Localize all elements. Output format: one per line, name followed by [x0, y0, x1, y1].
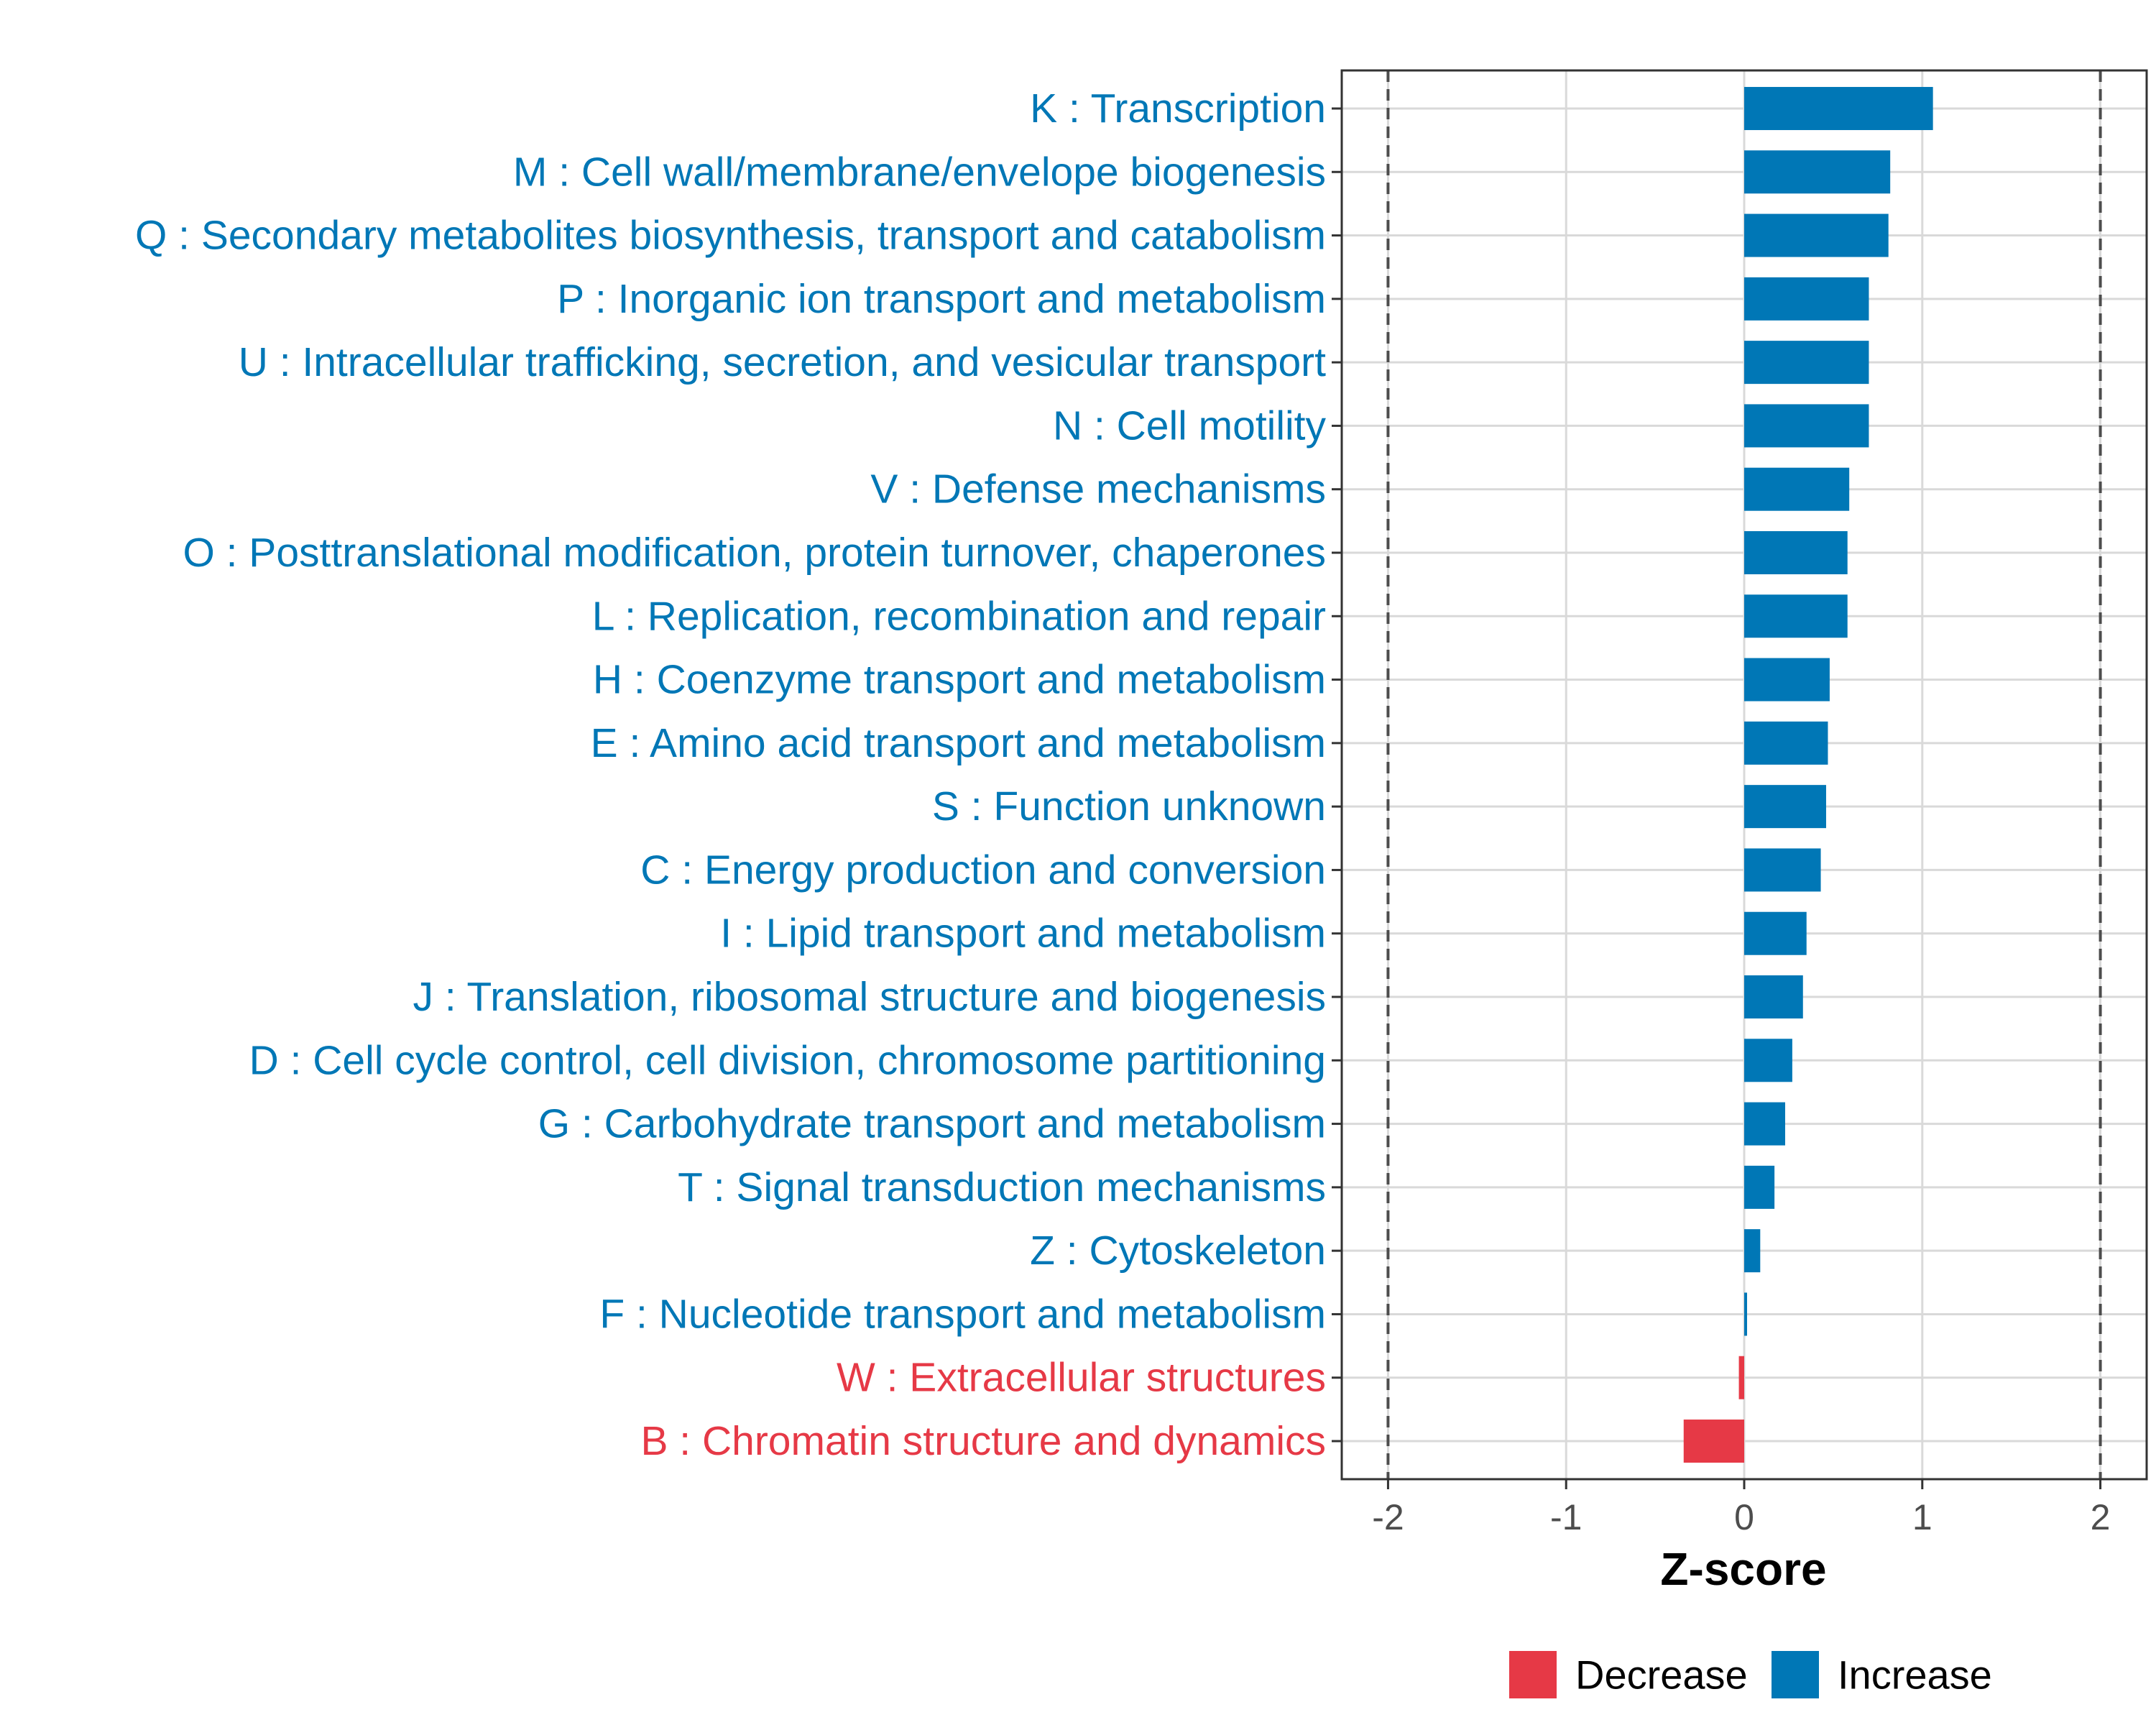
bar-k: [1744, 86, 1933, 130]
bar-t: [1744, 1165, 1775, 1209]
bars: [1683, 86, 1933, 1463]
category-label: O : Posttranslational modification, prot…: [183, 530, 1326, 576]
category-label: C : Energy production and conversion: [640, 847, 1326, 893]
category-label: T : Signal transduction mechanisms: [678, 1164, 1326, 1210]
reference-lines: [1386, 70, 2102, 1479]
category-label: L : Replication, recombination and repai…: [592, 593, 1326, 639]
category-label: H : Coenzyme transport and metabolism: [593, 657, 1326, 703]
category-label: S : Function unknown: [932, 783, 1326, 829]
bar-i: [1744, 911, 1807, 955]
bar-m: [1744, 150, 1891, 194]
category-label: Z : Cytoskeleton: [1030, 1228, 1326, 1274]
legend-swatch: [1509, 1651, 1557, 1698]
x-tick-label: -1: [1550, 1497, 1582, 1537]
legend-label: Increase: [1838, 1652, 1992, 1698]
x-tick-label: 2: [2091, 1497, 2111, 1537]
y-axis-ticks: [1332, 107, 1342, 1443]
legend-label: Decrease: [1575, 1652, 1748, 1698]
bar-n: [1744, 404, 1869, 448]
bar-o: [1744, 530, 1848, 574]
bar-c: [1744, 848, 1821, 892]
bar-j: [1744, 975, 1803, 1019]
bar-q: [1744, 213, 1889, 257]
bar-b: [1683, 1420, 1744, 1463]
category-label: E : Amino acid transport and metabolism: [591, 720, 1326, 766]
x-axis-ticks: -2 -1 0 1 2: [1372, 1479, 2110, 1537]
bar-f: [1744, 1292, 1747, 1336]
category-label: D : Cell cycle control, cell division, c…: [249, 1037, 1326, 1083]
bar-e: [1744, 721, 1828, 765]
category-label: W : Extracellular structures: [837, 1355, 1326, 1401]
bar-p: [1744, 277, 1869, 321]
x-tick-label: 0: [1734, 1497, 1754, 1537]
bar-z: [1744, 1229, 1761, 1273]
bar-v: [1744, 467, 1850, 511]
bar-h: [1744, 658, 1830, 702]
bar-g: [1744, 1102, 1785, 1146]
bar-d: [1744, 1039, 1792, 1082]
category-label: K : Transcription: [1030, 86, 1326, 132]
category-label: F : Nucleotide transport and metabolism: [599, 1291, 1326, 1337]
category-label: B : Chromatin structure and dynamics: [640, 1418, 1326, 1464]
bar-w: [1738, 1356, 1744, 1399]
x-tick-label: -2: [1372, 1497, 1404, 1537]
category-label: V : Defense mechanisms: [870, 466, 1326, 512]
category-label: U : Intracellular trafficking, secretion…: [239, 339, 1326, 385]
category-labels: K : Transcription M : Cell wall/membrane/…: [135, 86, 1327, 1464]
bar-u: [1744, 341, 1869, 385]
x-axis-title: Z-score: [1660, 1543, 1826, 1595]
legend-swatch: [1772, 1651, 1819, 1698]
category-label: P : Inorganic ion transport and metaboli…: [557, 276, 1326, 322]
legend: Decrease Increase: [1509, 1651, 1992, 1698]
x-tick-label: 1: [1912, 1497, 1932, 1537]
bar-s: [1744, 785, 1826, 829]
category-label: Q : Secondary metabolites biosynthesis, …: [135, 213, 1326, 259]
category-label: M : Cell wall/membrane/envelope biogenes…: [513, 149, 1326, 195]
bar-l: [1744, 594, 1848, 638]
category-label: J : Translation, ribosomal structure and…: [413, 974, 1326, 1020]
category-label: N : Cell motility: [1053, 402, 1327, 448]
category-label: I : Lipid transport and metabolism: [720, 911, 1326, 957]
category-label: G : Carbohydrate transport and metabolis…: [538, 1101, 1326, 1147]
